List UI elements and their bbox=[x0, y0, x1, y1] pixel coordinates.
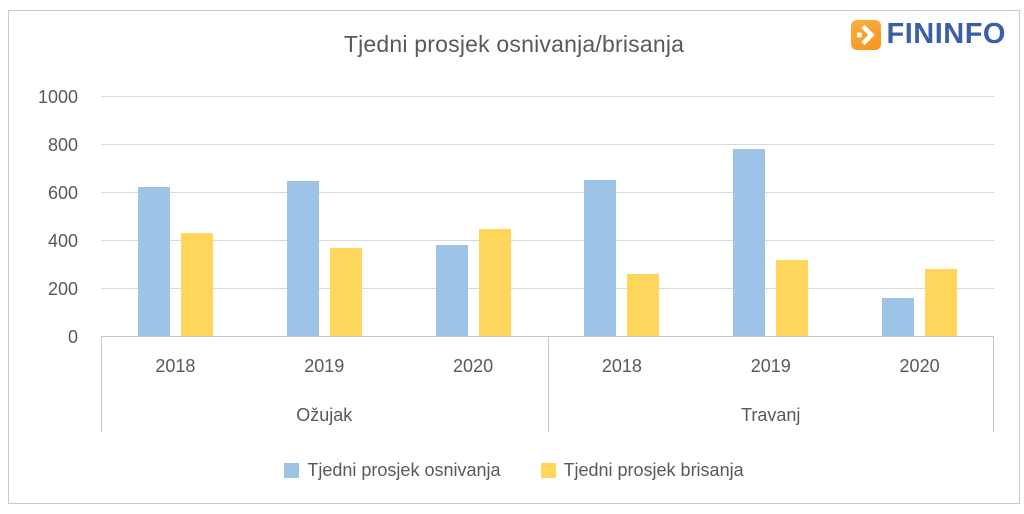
legend-item-brisanja: Tjedni prosjek brisanja bbox=[540, 460, 744, 481]
legend-swatch-brisanja bbox=[540, 463, 556, 478]
legend-label-osnivanja: Tjedni prosjek osnivanja bbox=[307, 460, 501, 480]
bar-osnivanja-travanj-2019 bbox=[733, 149, 766, 336]
gridline-600 bbox=[101, 192, 994, 193]
x-axis-baseline bbox=[101, 336, 994, 337]
gridline-400 bbox=[101, 240, 994, 241]
bar-osnivanja-travanj-2018 bbox=[584, 180, 617, 336]
x-tick-label-travanj-2020: 2020 bbox=[899, 356, 940, 376]
x-tick-label-oujak-2019: 2019 bbox=[304, 356, 345, 376]
bar-brisanja-oujak-2019 bbox=[329, 248, 362, 336]
x-tick-label-oujak-2020: 2020 bbox=[453, 356, 494, 376]
category-divider-1 bbox=[547, 337, 549, 432]
bar-osnivanja-oujak-2020 bbox=[435, 245, 468, 336]
legend: Tjedni prosjek osnivanja Tjedni prosjek b… bbox=[9, 460, 1019, 481]
bar-brisanja-oujak-2020 bbox=[478, 229, 511, 336]
plot-area bbox=[101, 96, 994, 337]
y-tick-label-1000: 1000 bbox=[37, 87, 78, 107]
chart-panel: Tjedni prosjek osnivanja/brisanja FININF… bbox=[8, 10, 1020, 504]
bar-osnivanja-oujak-2018 bbox=[137, 187, 170, 336]
y-tick-label-0: 0 bbox=[67, 327, 78, 347]
category-divider-0 bbox=[101, 337, 102, 432]
x-tick-label-travanj-2018: 2018 bbox=[601, 356, 642, 376]
group-label-travanj: Travanj bbox=[741, 405, 801, 425]
group-label-oujak: Ožujak bbox=[296, 405, 353, 425]
gridline-800 bbox=[101, 144, 994, 145]
chart-title: Tjedni prosjek osnivanja/brisanja bbox=[343, 31, 685, 57]
y-tick-label-400: 400 bbox=[47, 231, 78, 251]
legend-item-osnivanja: Tjedni prosjek osnivanja bbox=[284, 460, 501, 481]
fininfo-logo-text: FININFO bbox=[886, 18, 1006, 50]
legend-label-brisanja: Tjedni prosjek brisanja bbox=[563, 460, 744, 480]
y-tick-label-800: 800 bbox=[47, 135, 78, 155]
chevron-right-dot-icon bbox=[850, 19, 881, 50]
x-tick-label-travanj-2019: 2019 bbox=[750, 356, 791, 376]
gridline-1000 bbox=[101, 96, 994, 97]
y-axis: 0 200 400 600 800 1000 bbox=[9, 87, 78, 347]
bar-brisanja-oujak-2018 bbox=[180, 233, 213, 336]
bar-brisanja-travanj-2020 bbox=[925, 269, 958, 336]
y-tick-label-600: 600 bbox=[47, 183, 78, 203]
legend-swatch-osnivanja bbox=[284, 463, 300, 478]
fininfo-logo: FININFO bbox=[850, 18, 1007, 51]
bar-brisanja-travanj-2018 bbox=[627, 274, 660, 336]
bar-osnivanja-travanj-2020 bbox=[882, 298, 915, 336]
x-axis: 2018 2019 2020 Ožujak 2018 2019 2020 Travanj bbox=[101, 337, 994, 433]
x-tick-label-oujak-2018: 2018 bbox=[155, 356, 196, 376]
gridline-200 bbox=[101, 288, 994, 289]
y-tick-label-200: 200 bbox=[47, 279, 78, 299]
bar-osnivanja-oujak-2019 bbox=[286, 181, 319, 336]
category-divider-2 bbox=[993, 337, 994, 432]
bar-brisanja-travanj-2019 bbox=[776, 260, 809, 336]
